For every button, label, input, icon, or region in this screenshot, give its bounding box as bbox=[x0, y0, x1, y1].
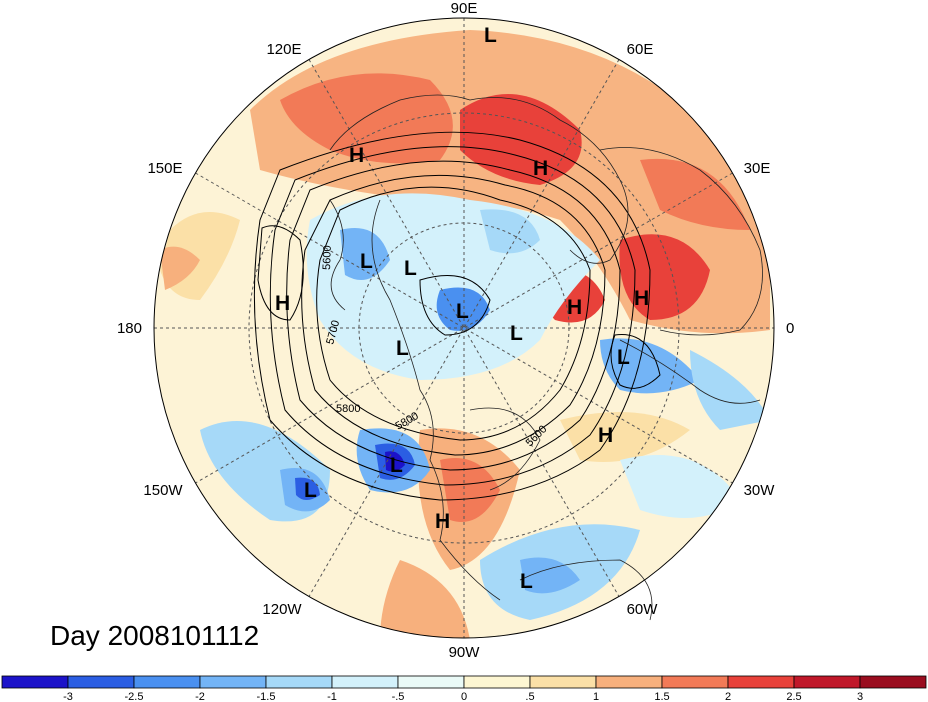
colorbar-tick-label: 0 bbox=[461, 691, 467, 702]
colorbar-swatch bbox=[595, 675, 663, 689]
lon-label-60w: 60W bbox=[627, 601, 659, 618]
lon-label-60e: 60E bbox=[627, 41, 654, 58]
high-marker: H bbox=[275, 292, 290, 315]
low-marker: L bbox=[456, 300, 469, 323]
lon-label-120w: 120W bbox=[262, 601, 302, 618]
colorbar-swatch bbox=[265, 675, 333, 689]
colorbar-tick-label: 1 bbox=[593, 691, 599, 702]
colorbar-swatch bbox=[661, 675, 729, 689]
colorbar-tick-label: 2 bbox=[725, 691, 731, 702]
colorbar-swatch bbox=[1, 675, 69, 689]
lon-label-0: 0 bbox=[786, 320, 794, 337]
contour-label: 5800 bbox=[336, 403, 360, 415]
high-marker: H bbox=[533, 157, 548, 180]
colorbar-swatch bbox=[67, 675, 135, 689]
high-marker: H bbox=[634, 287, 649, 310]
height-contours bbox=[253, 131, 661, 501]
colorbar-tick-label: -2.5 bbox=[125, 691, 144, 702]
colorbar-swatch bbox=[529, 675, 597, 689]
lon-label-90w: 90W bbox=[449, 644, 481, 661]
colorbar-swatch bbox=[331, 675, 399, 689]
low-marker: L bbox=[360, 250, 373, 273]
colorbar-tick-label: 3 bbox=[857, 691, 863, 702]
colorbar-swatch bbox=[397, 675, 465, 689]
colorbar-tick-label: -2 bbox=[195, 691, 205, 702]
low-marker: L bbox=[304, 479, 317, 502]
low-marker: L bbox=[510, 322, 523, 345]
lon-label-150w: 150W bbox=[143, 482, 183, 499]
coastlines bbox=[329, 94, 763, 621]
map-title: Day 2008101112 bbox=[50, 620, 260, 651]
lon-label-30e: 30E bbox=[744, 160, 771, 177]
colorbar-tick-label: -1.5 bbox=[257, 691, 276, 702]
low-marker: L bbox=[484, 24, 497, 47]
pressure-markers: L H H H L L L L L H H L H L L H L bbox=[275, 24, 649, 593]
low-marker: L bbox=[396, 337, 409, 360]
colorbar-swatch bbox=[199, 675, 267, 689]
lon-label-90e: 90E bbox=[451, 0, 478, 17]
lon-label-150e: 150E bbox=[147, 160, 182, 177]
colorbar-tick-label: -1 bbox=[327, 691, 337, 702]
colorbar-swatch bbox=[727, 675, 795, 689]
low-marker: L bbox=[520, 570, 533, 593]
colorbar-swatch bbox=[859, 675, 927, 689]
low-marker: L bbox=[404, 257, 417, 280]
colorbar-labels: -3 -2.5 -2 -1.5 -1 -.5 0 .5 1 1.5 2 2.5 3 bbox=[63, 691, 863, 702]
colorbar-tick-label: 1.5 bbox=[654, 691, 669, 702]
low-marker: L bbox=[617, 346, 630, 369]
high-marker: H bbox=[598, 424, 613, 447]
map-boundary bbox=[153, 17, 775, 639]
colorbar-tick-label: -.5 bbox=[392, 691, 405, 702]
lon-label-180: 180 bbox=[117, 320, 142, 337]
colorbar-swatch bbox=[463, 675, 531, 689]
lon-label-30w: 30W bbox=[744, 482, 776, 499]
colorbar-tick-label: 2.5 bbox=[786, 691, 801, 702]
colorbar-swatch bbox=[133, 675, 201, 689]
low-marker: L bbox=[390, 454, 403, 477]
high-marker: H bbox=[349, 144, 364, 167]
high-marker: H bbox=[567, 296, 582, 319]
colorbar-tick-label: -3 bbox=[63, 691, 73, 702]
longitude-labels: 90E 60E 30E 0 30W 60W 90W 120W 150W 180 … bbox=[117, 0, 794, 661]
colorbar-tick-label: .5 bbox=[525, 691, 534, 702]
colorbar bbox=[1, 675, 927, 689]
lon-label-120e: 120E bbox=[266, 41, 301, 58]
high-marker: H bbox=[435, 510, 450, 533]
graticule bbox=[154, 18, 774, 638]
contour-label: 5600 bbox=[321, 245, 334, 270]
colorbar-swatch bbox=[793, 675, 861, 689]
